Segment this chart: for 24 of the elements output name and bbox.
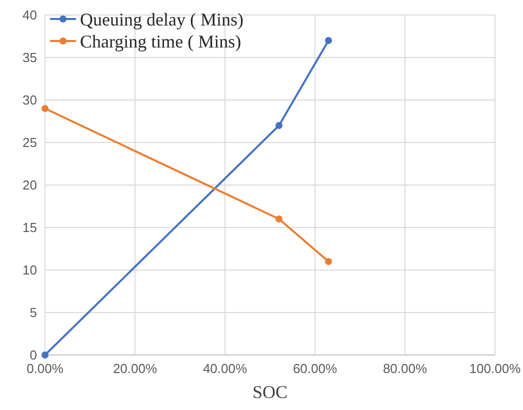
y-tick-label: 0 [30,348,37,363]
y-tick-label: 30 [22,92,37,108]
x-tick-label: 20.00% [112,361,158,376]
legend-label: Queuing delay ( Mins) [80,9,244,30]
point [42,105,48,112]
x-tick-label: 0.00% [26,361,64,376]
point [325,37,332,44]
legend-label: Charging time ( Mins) [80,31,242,52]
y-tick-label: 5 [30,305,37,320]
x-tick-label: 40.00% [202,361,248,376]
y-tick-label: 20 [22,178,37,193]
x-tick-label: 60.00% [292,361,338,376]
point [42,352,48,358]
point [276,122,282,129]
y-tick-label: 25 [22,135,37,150]
x-tick-label: 80.00% [382,361,428,376]
x-axis-title: SOC [252,382,288,402]
y-tick-label: 40 [22,8,37,23]
x-tick-label: 100.00% [469,361,522,376]
y-tick-label: 35 [22,50,37,66]
point [276,216,282,222]
y-tick-label: 15 [22,220,37,236]
point [325,258,332,265]
y-tick-label: 10 [22,262,37,278]
